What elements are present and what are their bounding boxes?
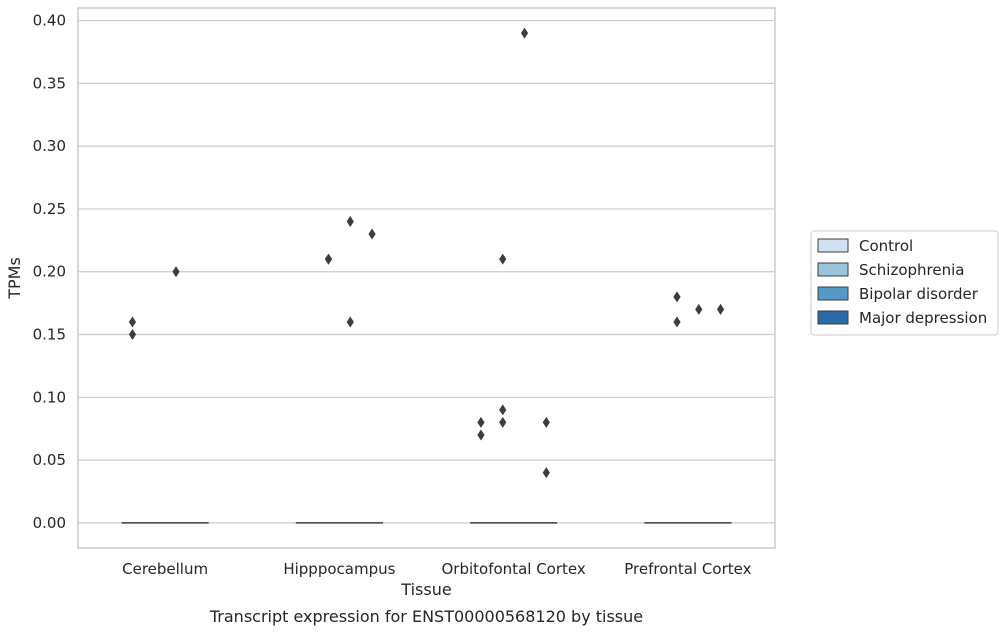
x-tick-label: Hipppocampus xyxy=(283,560,395,578)
outlier-point xyxy=(520,27,529,39)
x-axis-ticks: Cerebellum Hipppocampus Orbitofontal Corte… xyxy=(122,560,751,578)
outlier-point xyxy=(499,404,507,416)
outlier-point xyxy=(324,253,333,265)
legend-swatch xyxy=(817,286,849,301)
x-tick-label: Cerebellum xyxy=(122,560,208,578)
outlier-point xyxy=(673,316,681,328)
outlier-point xyxy=(172,266,180,278)
outlier-point xyxy=(346,215,354,227)
legend: Control Schizophrenia Bipolar disorder Majo… xyxy=(810,230,999,336)
y-tick-label: 0.05 xyxy=(33,451,66,469)
legend-frame xyxy=(810,230,999,336)
y-tick-label: 0.10 xyxy=(33,388,66,406)
chart-caption: Transcript expression for ENST0000056812… xyxy=(209,607,643,626)
outlier-point xyxy=(128,329,137,341)
y-tick-label: 0.40 xyxy=(33,12,66,30)
outlier-point xyxy=(477,429,485,441)
y-tick-label: 0.35 xyxy=(33,74,66,92)
legend-swatch xyxy=(817,238,849,253)
outlier-point xyxy=(695,303,703,315)
grid-layer xyxy=(78,19,775,524)
legend-label: Control xyxy=(859,237,913,255)
outlier-point xyxy=(368,228,376,240)
outlier-point xyxy=(499,253,507,265)
y-axis-ticks: 0.00 0.05 0.10 0.15 0.20 0.25 0.30 0.35 0.40 xyxy=(33,12,66,532)
legend-label: Schizophrenia xyxy=(859,261,964,279)
outlier-point xyxy=(673,291,681,303)
x-axis-label: Tissue xyxy=(400,580,451,599)
outlier-point xyxy=(716,303,725,315)
outlier-point xyxy=(542,467,550,479)
x-tick-label: Orbitofontal Cortex xyxy=(442,560,586,578)
outlier-point xyxy=(542,416,550,428)
y-tick-label: 0.30 xyxy=(33,137,66,155)
legend-swatch xyxy=(817,310,849,325)
y-tick-label: 0.25 xyxy=(33,200,66,218)
outlier-point xyxy=(499,416,507,428)
outlier-layer xyxy=(128,27,725,479)
outlier-point xyxy=(477,416,485,428)
outlier-point xyxy=(128,316,137,328)
y-axis-label: TPMs xyxy=(5,257,24,300)
y-tick-label: 0.20 xyxy=(33,263,66,281)
legend-swatch xyxy=(817,262,849,277)
y-tick-label: 0.00 xyxy=(33,514,66,532)
y-tick-label: 0.15 xyxy=(33,326,66,344)
x-tick-label: Prefrontal Cortex xyxy=(624,560,751,578)
outlier-point xyxy=(346,316,354,328)
legend-label: Major depression xyxy=(859,309,987,327)
plot-frame xyxy=(77,7,776,549)
legend-label: Bipolar disorder xyxy=(859,285,979,303)
